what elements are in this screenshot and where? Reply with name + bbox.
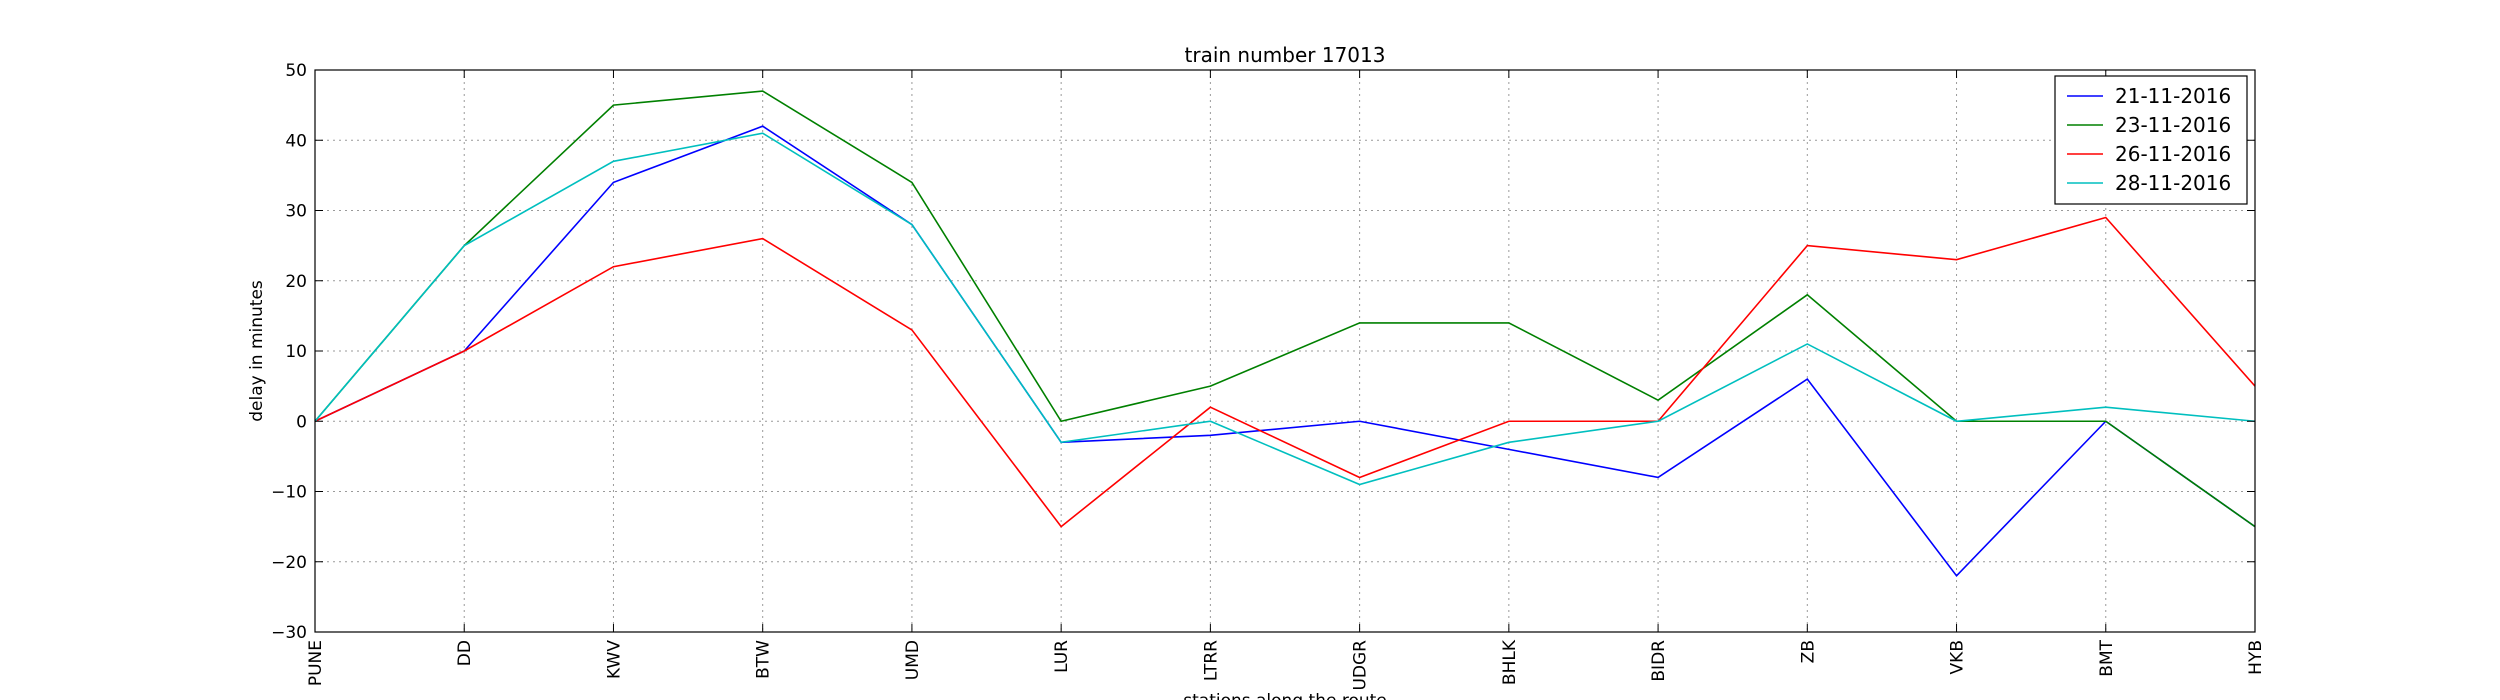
y-tick-label: 50	[285, 61, 307, 81]
y-axis-ticks: −30 −20 −10 0 10 20 30 40 50	[271, 61, 2255, 643]
x-tick-label: BTW	[754, 640, 774, 679]
x-tick-label: BHLK	[1500, 639, 1520, 685]
x-axis-ticks: PUNE DD KWV BTW UMD LUR LTRR UDGR BHLK BIDR ZB VKB B…	[306, 70, 2266, 691]
x-tick-label: VKB	[1948, 640, 1968, 674]
series-line	[314, 125, 2256, 578]
y-tick-label: 0	[296, 412, 307, 432]
y-tick-label: −30	[271, 623, 307, 643]
legend-entry: 21-11-2016	[2115, 84, 2231, 108]
x-tick-label: UMD	[903, 640, 923, 680]
x-tick-label: BMT	[2097, 639, 2117, 676]
x-tick-label: UDGR	[1351, 640, 1371, 691]
x-tick-label: BIDR	[1649, 640, 1669, 682]
y-tick-label: −10	[271, 483, 307, 503]
legend-entry: 23-11-2016	[2115, 113, 2231, 137]
x-tick-label: LUR	[1052, 640, 1072, 673]
chart-title: train number 17013	[1185, 43, 1386, 67]
legend: 21-11-2016 23-11-2016 26-11-2016 28-11-2016	[2054, 75, 2248, 205]
series-line	[314, 90, 2256, 528]
x-tick-label: PUNE	[306, 640, 326, 686]
y-tick-label: 30	[285, 202, 307, 222]
x-tick-label: DD	[455, 640, 475, 666]
y-tick-label: 10	[285, 342, 307, 362]
grid	[315, 70, 2255, 632]
y-tick-label: −20	[271, 553, 307, 573]
legend-entry: 26-11-2016	[2115, 142, 2231, 166]
x-tick-label: KWV	[604, 640, 624, 679]
y-tick-label: 40	[285, 131, 307, 151]
x-tick-label: ZB	[1798, 640, 1818, 663]
x-tick-label: HYB	[2246, 640, 2266, 675]
y-tick-label: 20	[285, 272, 307, 292]
legend-entry: 28-11-2016	[2115, 171, 2231, 195]
series-line	[314, 132, 2256, 486]
x-tick-label: LTRR	[1201, 640, 1221, 681]
series-line	[314, 216, 2256, 528]
series-lines	[314, 90, 2256, 578]
y-axis-label: delay in minutes	[247, 280, 267, 422]
plot-frame	[314, 69, 2256, 633]
x-axis-label: stations along the route	[1183, 691, 1387, 700]
